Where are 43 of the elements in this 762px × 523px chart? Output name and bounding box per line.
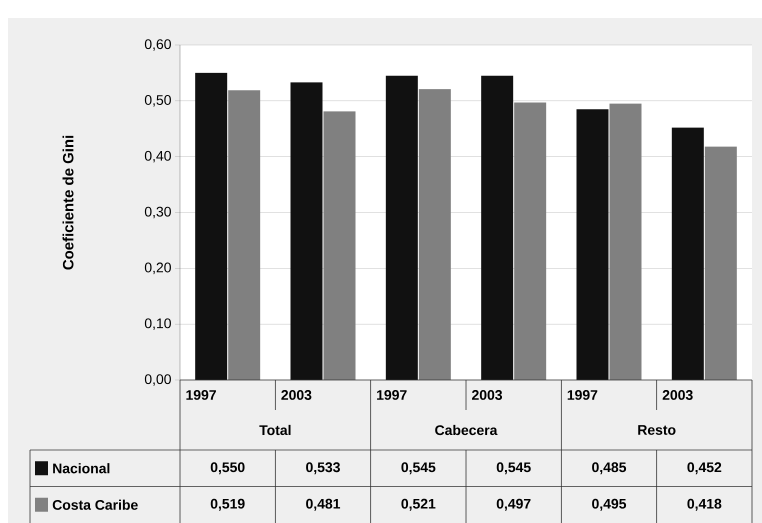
bar [576, 109, 608, 380]
y-tick-label: 0,10 [144, 318, 171, 330]
y-axis-title: Coeficiente de Gini [62, 136, 74, 270]
y-tick-label: 0,60 [144, 39, 171, 51]
bar [386, 76, 418, 380]
bar [228, 90, 260, 380]
data-label: 0,519 [210, 498, 245, 510]
bar [704, 146, 737, 380]
x-tick-label: 2003 [472, 390, 502, 400]
x-tick-label: 2003 [662, 390, 693, 400]
text: Resto [638, 424, 676, 435]
x-tick-label: 1997 [377, 390, 407, 400]
y-tick-label: 0,00 [144, 374, 171, 386]
data-label: 0,545 [496, 462, 531, 474]
data-label: 0,418 [687, 498, 722, 510]
y-tick-label: 0,50 [144, 94, 171, 106]
legend-label: Costa Caribe [52, 499, 138, 510]
y-tick-label: 0,20 [144, 262, 171, 274]
text: Total [259, 424, 290, 435]
data-label: 0,452 [687, 462, 722, 474]
bar [195, 72, 228, 380]
legend-label: Nacional [53, 462, 110, 474]
data-label: 0,497 [496, 498, 530, 510]
data-label: 0,550 [210, 462, 245, 474]
bar [324, 111, 356, 380]
bar [672, 127, 704, 380]
x-tick-label: 1997 [186, 390, 216, 400]
bar [609, 103, 642, 380]
data-label: 0,495 [592, 498, 626, 510]
bar [418, 88, 451, 380]
bar [290, 82, 322, 380]
y-tick-label: 0,30 [144, 206, 171, 218]
y-tick-label: 0,40 [144, 150, 171, 162]
data-label: 0,545 [401, 462, 436, 474]
bar [514, 102, 546, 380]
bar [481, 76, 514, 380]
x-tick-label: 2003 [281, 390, 312, 400]
data-label: 0,521 [401, 498, 436, 510]
data-label: 0,481 [306, 498, 340, 510]
data-label: 0,485 [592, 462, 626, 474]
data-label: 0,533 [306, 462, 340, 474]
x-tick-label: 1997 [568, 390, 598, 400]
text: Cabecera [435, 424, 498, 435]
